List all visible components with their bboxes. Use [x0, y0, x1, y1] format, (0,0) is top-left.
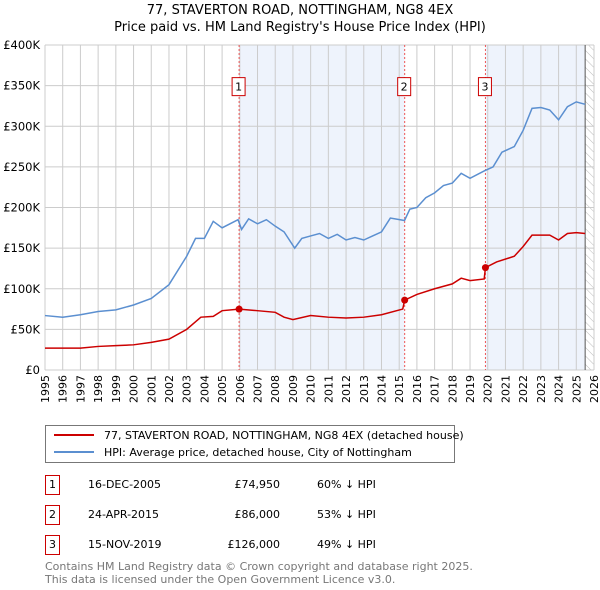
legend-item-property: 77, STAVERTON ROAD, NOTTINGHAM, NG8 4EX … [54, 427, 464, 443]
x-tick-label: 1998 [92, 375, 105, 403]
sale-row: 3 15-NOV-2019 £126,000 49% ↓ HPI [45, 535, 465, 555]
sale-hpi: 49% ↓ HPI [317, 538, 376, 551]
sale-date: 24-APR-2015 [88, 508, 160, 521]
x-tick-label: 2001 [145, 375, 158, 403]
x-tick-label: 2013 [358, 375, 371, 403]
x-tick-label: 2002 [163, 375, 176, 403]
sale-marker-label: 2 [401, 81, 408, 94]
legend-label: HPI: Average price, detached house, City… [104, 445, 412, 459]
y-tick-label: £150K [3, 241, 40, 255]
x-tick-label: 1997 [74, 375, 87, 403]
x-tick-label: 2004 [198, 375, 211, 403]
sale-marker-box [477, 77, 492, 97]
x-tick-label: 2021 [499, 375, 512, 403]
y-tick-label: £350K [3, 79, 40, 93]
x-tick-label: 2019 [464, 375, 477, 403]
sale-marker-box [397, 77, 412, 97]
x-tick-label: 2024 [553, 375, 566, 403]
sale-price: £86,000 [234, 508, 281, 521]
hpi-line [44, 101, 586, 318]
sale-date: 15-NOV-2019 [88, 538, 162, 551]
x-tick-label: 2005 [216, 375, 229, 403]
x-tick-label: 2011 [322, 375, 335, 403]
plot-area: 1995 1996 1997 1998 1999 2000 2001 2002 2003 2004… [3, 38, 600, 403]
x-tick-label: 2003 [181, 375, 194, 403]
price-line [45, 231, 586, 349]
y-tick-label: £200K [3, 201, 40, 215]
chart-subtitle: Price paid vs. HM Land Registry's House … [114, 20, 486, 35]
sale-hpi: 53% ↓ HPI [317, 508, 376, 521]
legend-label: 77, STAVERTON ROAD, NOTTINGHAM, NG8 4EX … [104, 428, 464, 442]
y-tick-label: £0 [25, 363, 40, 377]
legend-swatch-blue [54, 451, 94, 453]
x-tick-label: 2023 [535, 375, 548, 403]
sale-point [401, 296, 409, 304]
y-tick-label: £400K [3, 38, 40, 52]
x-tick-label: 2018 [446, 375, 459, 403]
sale-price: £74,950 [234, 478, 281, 491]
y-tick-label: £250K [3, 160, 40, 174]
legend-item-hpi: HPI: Average price, detached house, City… [54, 444, 412, 460]
footer: Contains HM Land Registry data © Crown c… [45, 560, 473, 586]
y-tick-label: £50K [11, 322, 41, 336]
x-tick-label: 2017 [429, 375, 442, 403]
footer-line: Contains HM Land Registry data © Crown c… [45, 560, 473, 573]
x-tick-label: 2016 [411, 375, 424, 403]
x-tick-label: 2026 [588, 375, 600, 403]
x-tick-label: 1999 [110, 375, 123, 403]
x-tick-label: 2008 [269, 375, 282, 403]
sale-date: 16-DEC-2005 [88, 478, 162, 491]
sale-marker-box [231, 77, 246, 97]
x-tick-label: 2022 [517, 375, 530, 403]
legend: 77, STAVERTON ROAD, NOTTINGHAM, NG8 4EX … [45, 425, 464, 463]
x-tick-label: 2015 [393, 375, 406, 403]
x-tick-label: 2020 [482, 375, 495, 403]
x-tick-label: 1995 [39, 375, 52, 403]
sale-marker-label: 1 [235, 81, 242, 94]
sale-point [481, 264, 489, 272]
sale-hpi: 60% ↓ HPI [317, 478, 376, 491]
x-tick-label: 2009 [287, 375, 300, 403]
x-tick-label: 1996 [57, 375, 70, 403]
y-tick-label: £100K [3, 282, 40, 296]
legend-swatch-red [54, 434, 94, 436]
x-tick-label: 2012 [340, 375, 353, 403]
x-tick-label: 2014 [375, 375, 388, 403]
footer-line: This data is licensed under the Open Gov… [45, 573, 396, 586]
x-tick-label: 2010 [305, 375, 318, 403]
x-tick-label: 2000 [128, 375, 141, 403]
sale-marker: 3 [45, 535, 60, 555]
sale-marker: 1 [45, 475, 60, 495]
x-tick-label: 2006 [234, 375, 247, 403]
sale-price: £126,000 [227, 538, 281, 551]
sale-marker-label: 3 [481, 81, 488, 94]
x-tick-label: 2025 [570, 375, 583, 403]
sale-row: 2 24-APR-2015 £86,000 53% ↓ HPI [45, 505, 465, 525]
sale-marker: 2 [45, 505, 60, 525]
sale-row: 1 16-DEC-2005 £74,950 60% ↓ HPI [45, 475, 465, 495]
y-tick-label: £300K [3, 119, 40, 133]
sale-point [235, 305, 243, 313]
x-tick-label: 2007 [252, 375, 265, 403]
chart-title: 77, STAVERTON ROAD, NOTTINGHAM, NG8 4EX [146, 3, 454, 18]
